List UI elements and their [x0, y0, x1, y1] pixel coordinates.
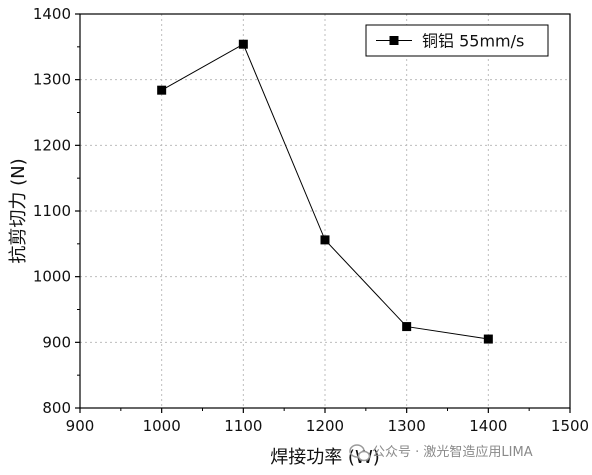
y-tick-label: 1400	[33, 5, 71, 23]
x-tick-label: 1100	[224, 417, 262, 435]
x-tick-label: 1200	[306, 417, 344, 435]
x-tick-label: 900	[66, 417, 95, 435]
legend-marker-square	[389, 36, 399, 45]
data-point	[483, 334, 493, 344]
data-point	[238, 39, 248, 49]
x-tick-label: 1500	[551, 417, 589, 435]
wechat-icon	[349, 444, 371, 462]
watermark: 公众号 · 激光智造应用LIMA	[349, 444, 533, 462]
x-tick-label: 1000	[143, 417, 181, 435]
legend-label: 铜铝 55mm/s	[422, 32, 524, 51]
grid	[80, 14, 570, 408]
data-point	[320, 235, 330, 245]
data-point	[157, 85, 167, 95]
y-tick-label: 1000	[33, 268, 71, 286]
y-axis-title: 抗剪切力 (N)	[8, 158, 29, 263]
x-tick-label: 1300	[388, 417, 426, 435]
tick-labels: 900 1000 1100 1200 1300 1400 15008009001000110…	[33, 5, 589, 435]
y-tick-label: 1300	[33, 71, 71, 89]
y-tick-label: 1100	[33, 202, 71, 220]
y-tick-label: 800	[42, 399, 71, 417]
series-layer	[157, 39, 493, 344]
watermark-text: 公众号 · 激光智造应用LIMA	[372, 444, 533, 460]
y-tick-label: 900	[42, 333, 71, 351]
legend: 铜铝 55mm/s	[365, 24, 549, 57]
ticks	[75, 13, 571, 413]
x-tick-label: 1400	[469, 417, 507, 435]
y-tick-label: 1200	[33, 136, 71, 154]
x-axis-title: 焊接功率 (W)	[270, 447, 380, 468]
data-point	[402, 322, 412, 332]
